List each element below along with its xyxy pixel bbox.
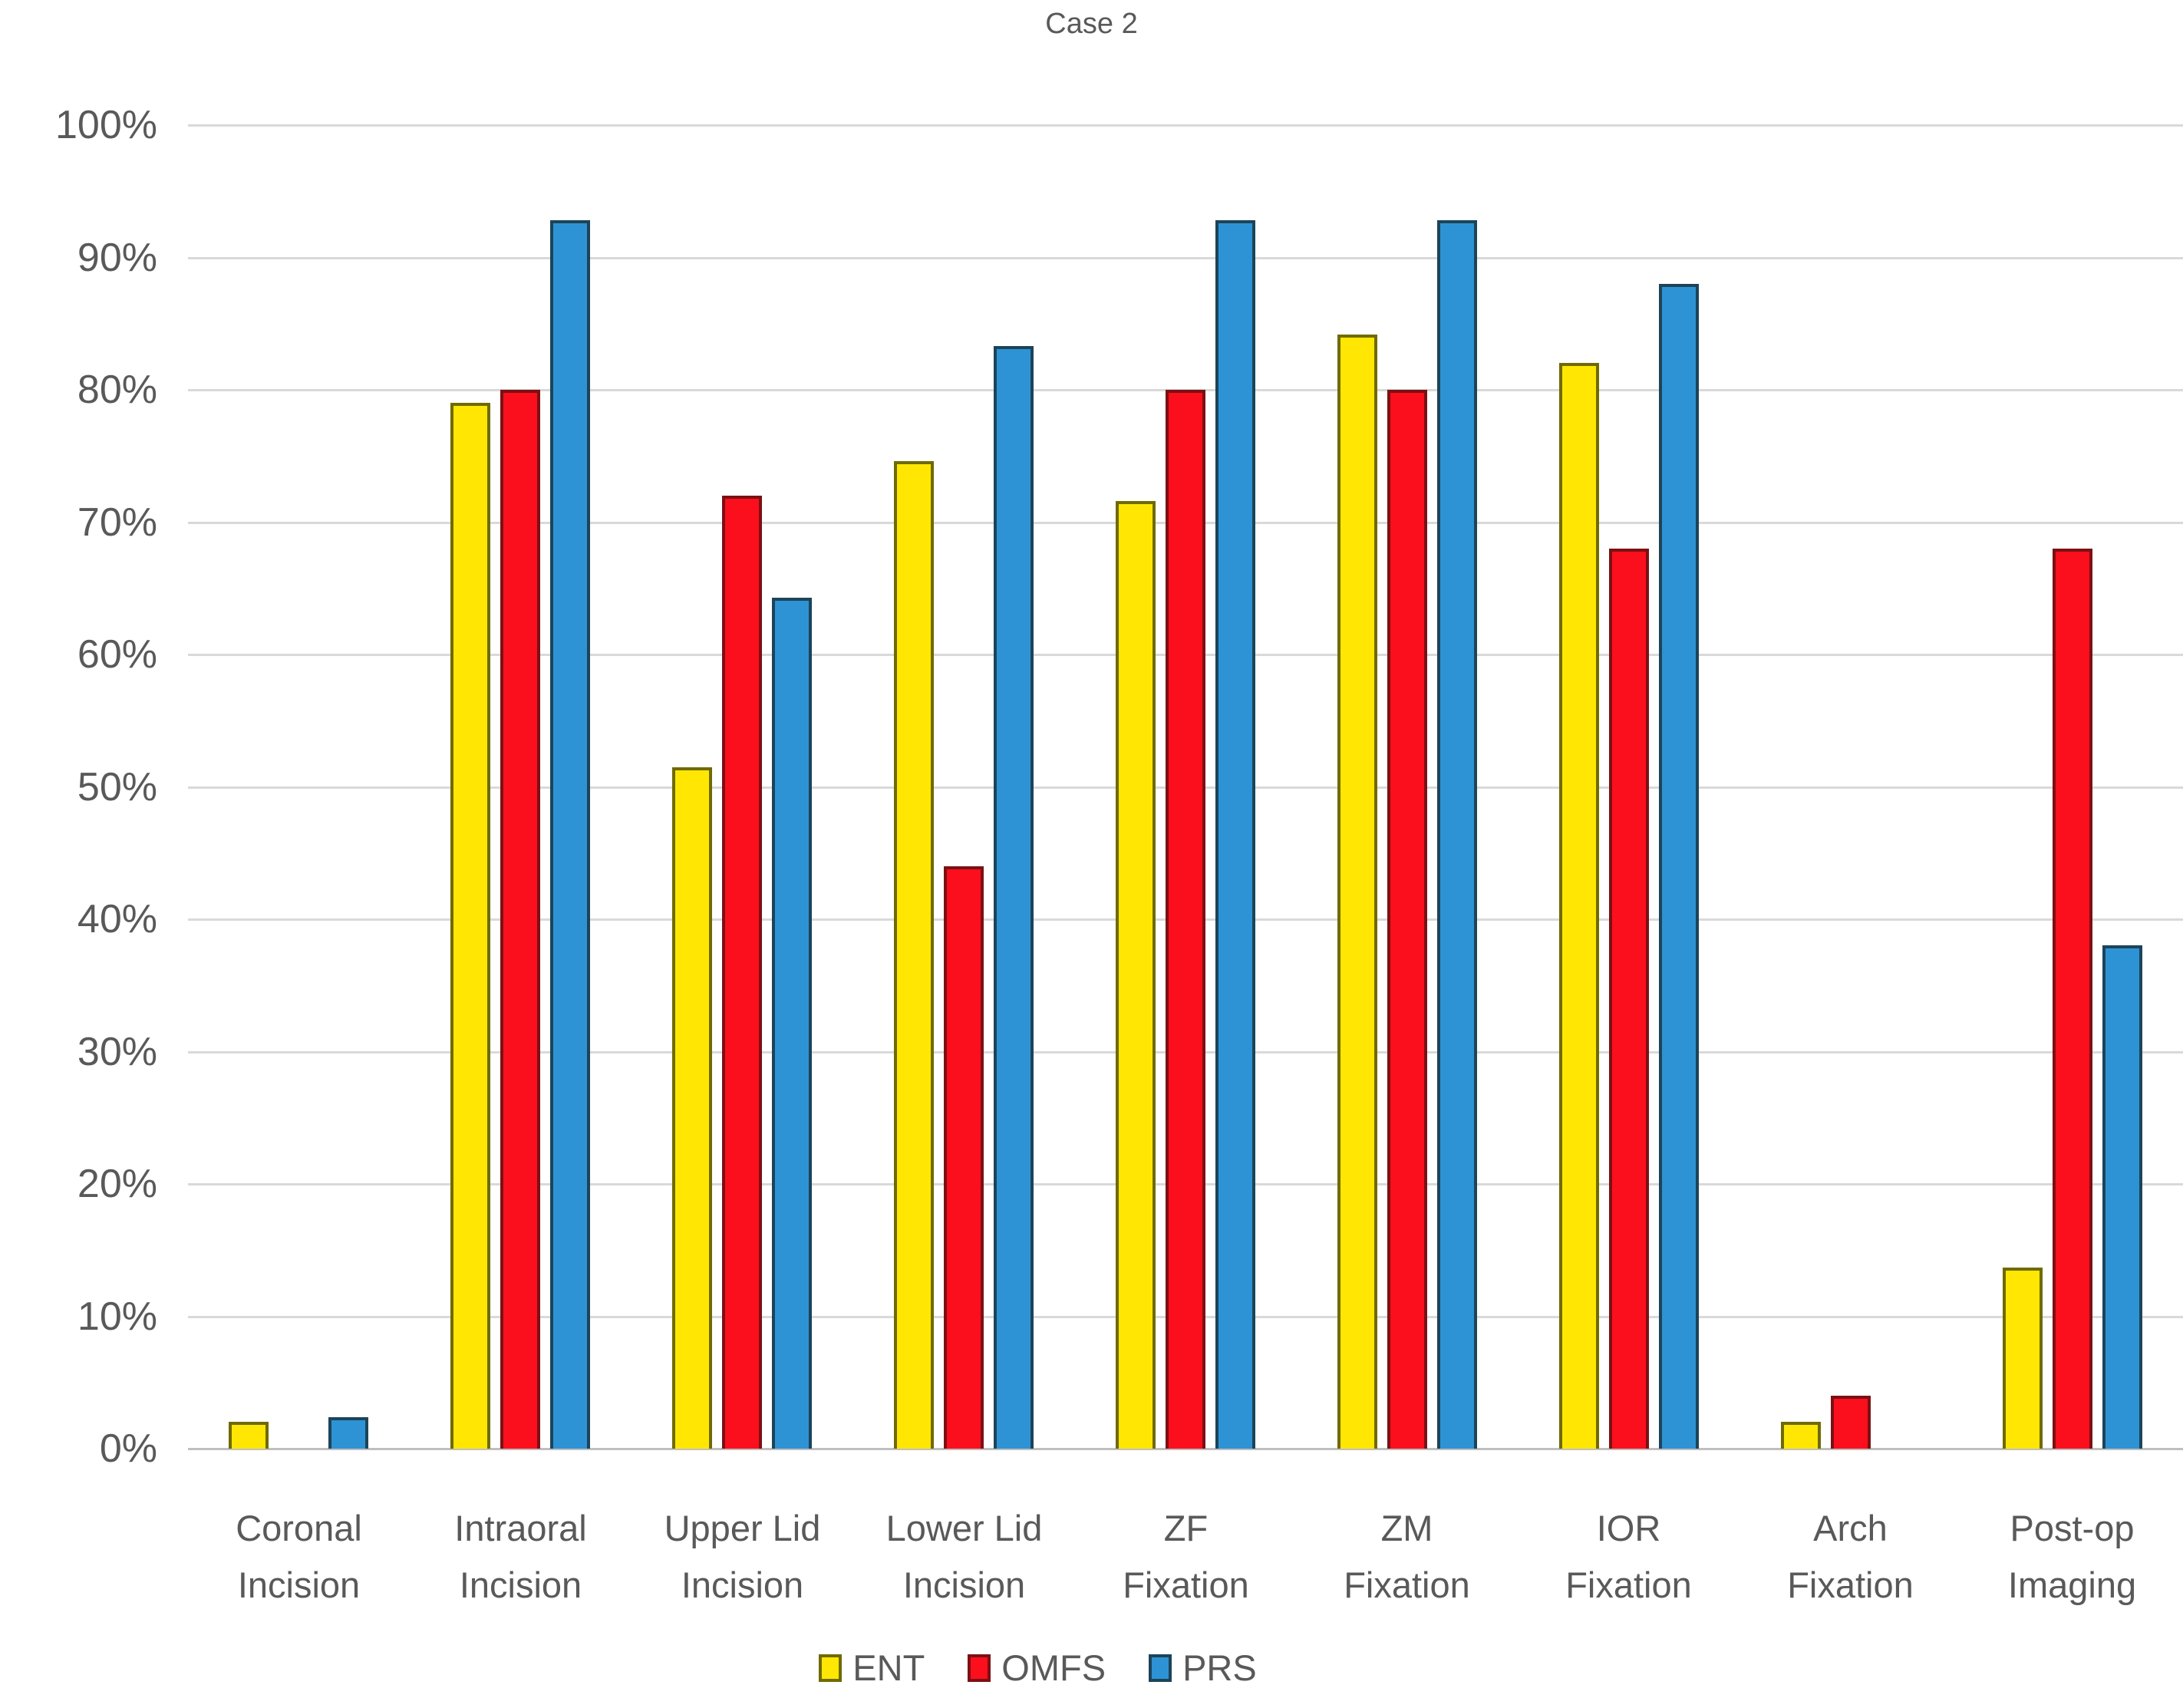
bar-prs-coronal-incision — [328, 1417, 368, 1449]
bar-ent-zm-fixation — [1337, 335, 1377, 1449]
bar-omfs-lower-lid-incision — [944, 866, 984, 1449]
bar-prs-zm-fixation — [1437, 220, 1477, 1449]
y-tick-label: 100% — [55, 103, 157, 147]
ent-swatch-icon — [819, 1654, 843, 1682]
legend-item-omfs: OMFS — [968, 1647, 1106, 1689]
y-tick-label: 30% — [77, 1030, 157, 1074]
y-tick-label: 10% — [77, 1294, 157, 1339]
x-axis-line — [188, 1448, 2183, 1450]
bar-omfs-zf-fixation — [1166, 390, 1205, 1449]
y-tick-label: 60% — [77, 632, 157, 677]
x-category-label: Intraoral Incision — [454, 1508, 587, 1605]
bar-prs-zf-fixation — [1215, 220, 1255, 1449]
bar-omfs-intraoral-incision — [500, 390, 540, 1449]
y-tick-label: 90% — [77, 236, 157, 280]
bar-prs-intraoral-incision — [550, 220, 590, 1449]
gridline — [188, 124, 2183, 127]
bar-ent-ior-fixation — [1559, 363, 1599, 1449]
y-tick-label: 0% — [99, 1426, 157, 1471]
omfs-swatch-icon — [968, 1654, 991, 1682]
gridline — [188, 257, 2183, 259]
bar-ent-post-op-imaging — [2003, 1268, 2043, 1449]
bar-ent-zf-fixation — [1116, 501, 1156, 1449]
bar-ent-upper-lid-incision — [672, 767, 712, 1449]
y-tick-label: 40% — [77, 897, 157, 941]
bar-ent-coronal-incision — [229, 1422, 269, 1449]
y-tick-label: 20% — [77, 1162, 157, 1206]
bar-omfs-upper-lid-incision — [722, 496, 762, 1449]
y-tick-label: 80% — [77, 368, 157, 412]
bar-ent-lower-lid-incision — [894, 461, 934, 1449]
bar-prs-post-op-imaging — [2102, 945, 2142, 1449]
x-category-label: ZM Fixation — [1344, 1508, 1470, 1605]
legend: ENT OMFS PRS — [0, 1647, 2129, 1689]
bar-prs-upper-lid-incision — [772, 598, 812, 1449]
x-category-label: ZF Fixation — [1123, 1508, 1249, 1605]
bar-prs-lower-lid-incision — [994, 346, 1034, 1449]
x-category-label: Upper Lid Incision — [664, 1508, 821, 1605]
legend-label-prs: PRS — [1182, 1647, 1257, 1688]
prs-swatch-icon — [1149, 1654, 1172, 1682]
bar-prs-ior-fixation — [1659, 284, 1699, 1449]
x-category-label: Post-op Imaging — [2007, 1508, 2137, 1605]
bar-omfs-arch-fixation — [1831, 1396, 1871, 1449]
y-tick-label: 50% — [77, 765, 157, 809]
y-tick-label: 70% — [77, 500, 157, 545]
legend-label-omfs: OMFS — [1001, 1647, 1106, 1688]
chart-title: Case 2 — [1045, 8, 1138, 40]
bar-omfs-post-op-imaging — [2053, 549, 2092, 1449]
x-category-label: Arch Fixation — [1787, 1508, 1914, 1605]
x-category-label: Lower Lid Incision — [885, 1508, 1043, 1605]
bar-ent-intraoral-incision — [450, 403, 490, 1449]
bar-ent-arch-fixation — [1781, 1422, 1821, 1449]
legend-label-ent: ENT — [852, 1647, 925, 1688]
legend-item-ent: ENT — [819, 1647, 925, 1689]
bar-omfs-ior-fixation — [1609, 549, 1649, 1449]
bar-omfs-zm-fixation — [1387, 390, 1427, 1449]
legend-item-prs: PRS — [1149, 1647, 1257, 1689]
x-category-label: Coronal Incision — [236, 1508, 362, 1605]
x-category-label: IOR Fixation — [1565, 1508, 1692, 1605]
